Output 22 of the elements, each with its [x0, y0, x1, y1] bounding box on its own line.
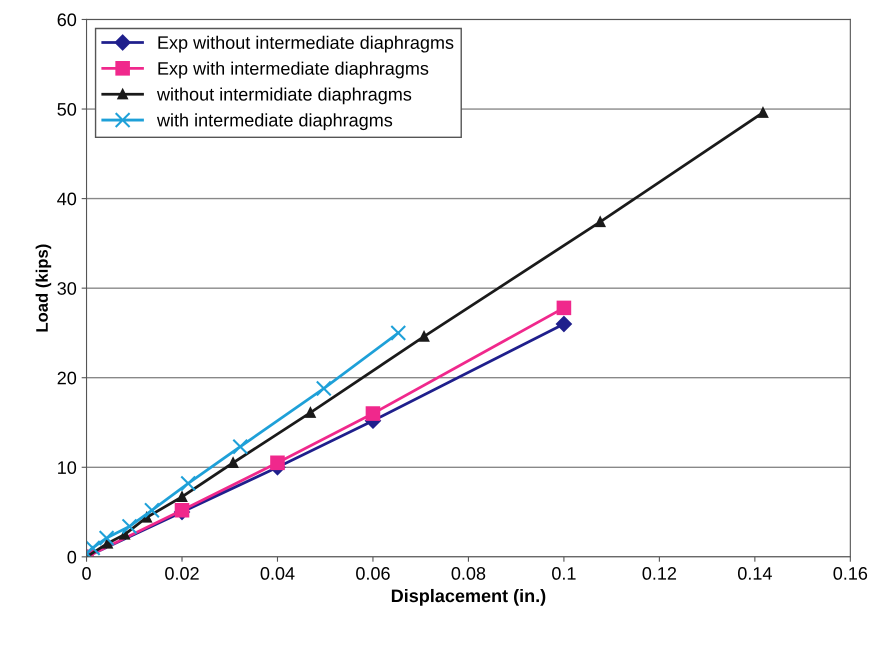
legend-label: without intermidiate diaphragms [156, 87, 412, 104]
x-tick-label: 0.14 [738, 567, 772, 580]
y-tick-label: 10 [58, 461, 76, 474]
y-tick-label: 40 [57, 192, 76, 206]
x-tick-label: 0 [82, 567, 91, 580]
x-tick-label: 0.04 [260, 567, 295, 580]
x-tick-label: 0.08 [452, 567, 486, 580]
y-tick-label: 20 [58, 372, 76, 384]
legend-label: with intermediate diaphragms [156, 113, 392, 130]
x-tick-label: 0.16 [833, 567, 868, 580]
x-axis-title: Displacement (in.) [392, 588, 546, 606]
y-tick-label: 30 [57, 282, 76, 295]
y-tick-label: 50 [57, 102, 76, 116]
x-tick-label: 0.12 [642, 567, 676, 580]
x-tick-label: 0.06 [356, 567, 390, 580]
y-axis-title: Load (kips) [36, 244, 52, 332]
x-tick-label: 0.1 [552, 567, 576, 580]
y-tick-label: 60 [58, 13, 76, 26]
legend-label: Exp with intermediate diaphragms [158, 62, 428, 78]
legend-label: Exp without intermediate diaphragms [158, 36, 454, 53]
x-tick-label: 0.02 [165, 567, 199, 580]
y-tick-label: 0 [67, 550, 76, 564]
